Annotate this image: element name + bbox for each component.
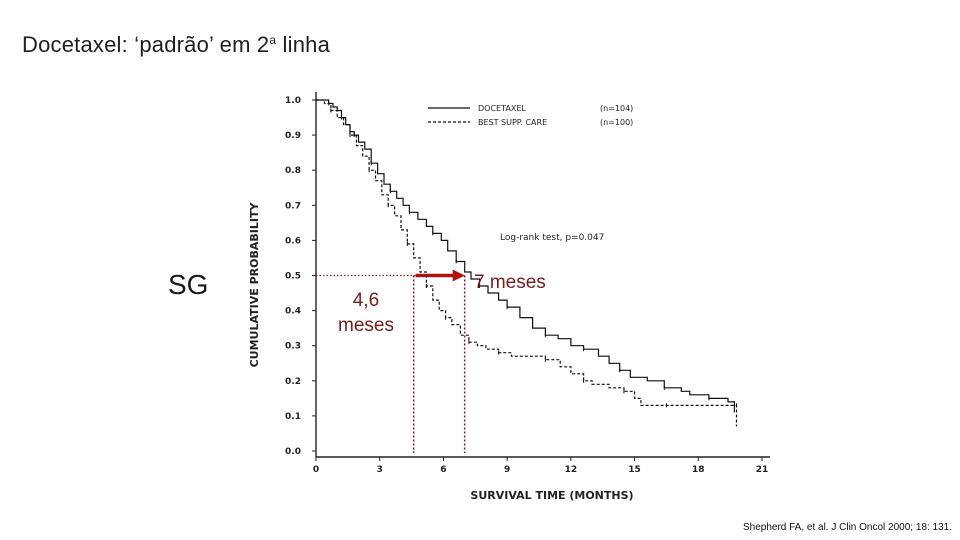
y-tick-label: 0.3 (285, 342, 301, 352)
x-tick-label: 6 (440, 465, 446, 475)
median-arrow-head (452, 269, 465, 282)
y-tick-label: 0.4 (285, 307, 301, 317)
chart-series (316, 99, 738, 427)
y-tick-label: 0.1 (285, 412, 301, 422)
y-tick-label: 0.5 (285, 272, 301, 282)
series-line-docetaxel (316, 99, 735, 413)
y-tick-label: 0.8 (285, 166, 301, 176)
median-docetaxel-annotation: 7 meses (474, 272, 546, 293)
chart-axes: 0.0 0.1 0.2 0.3 0.4 0.5 0.6 0.7 0.8 0.9 1.0 0 3 6 9 12 1… (285, 92, 770, 475)
logrank-annotation: Log-rank test, p=0.047 (500, 233, 604, 243)
y-tick-label: 0.6 (285, 236, 301, 246)
x-axis-label: SURVIVAL TIME (MONTHS) (470, 489, 633, 502)
x-tick-label: 21 (756, 465, 769, 475)
title-end: linha (276, 32, 331, 57)
x-tick-label: 12 (565, 465, 578, 475)
legend-count: (n=104) (600, 104, 633, 113)
citation: Shepherd FA, et al. J Clin Oncol 2000; 1… (742, 522, 952, 533)
title-main: Docetaxel: ‘padrão’ em 2 (22, 32, 270, 57)
legend-count: (n=100) (600, 118, 633, 127)
y-tick-label: 0.9 (285, 131, 301, 141)
x-tick-label: 0 (313, 465, 319, 475)
x-tick-label: 9 (504, 465, 510, 475)
chart-legend: DOCETAXEL (n=104) BEST SUPP. CARE (n=100) (428, 104, 633, 127)
x-tick-label: 15 (628, 465, 641, 475)
y-axis-label: CUMULATIVE PROBABILITY (248, 202, 261, 368)
x-tick-label: 18 (692, 465, 705, 475)
y-tick-label: 0.0 (285, 447, 301, 457)
legend-label: BEST SUPP. CARE (478, 118, 547, 127)
x-tick-label: 3 (377, 465, 383, 475)
y-tick-label: 0.7 (285, 201, 301, 211)
y-tick-label: 0.2 (285, 377, 301, 387)
legend-label: DOCETAXEL (478, 104, 526, 113)
median-guides (316, 269, 466, 453)
y-tick-label: 1.0 (285, 96, 301, 106)
median-bsc-annotation: 4,6 meses (330, 288, 402, 338)
slide-title: Docetaxel: ‘padrão’ em 2a linha (22, 32, 330, 58)
series-line-bsc (316, 99, 738, 427)
median-bsc-unit: meses (338, 315, 394, 336)
median-bsc-value: 4,6 (352, 290, 380, 311)
title-superscript: a (269, 33, 277, 47)
side-label-sg: SG (168, 269, 209, 300)
